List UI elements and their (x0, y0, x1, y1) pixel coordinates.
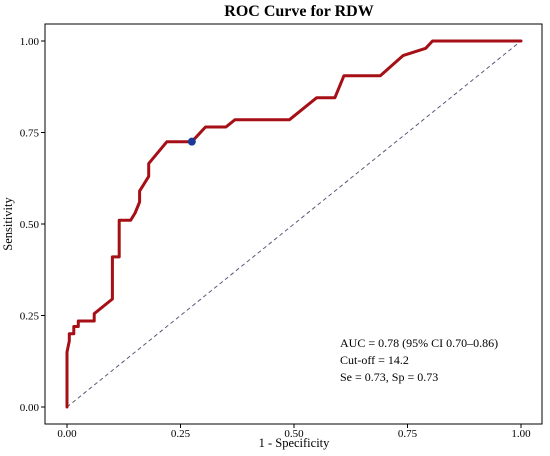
annotation-line: AUC = 0.78 (95% CI 0.70–0.86) (340, 336, 498, 350)
y-tick-label: 0.50 (20, 219, 40, 231)
cutoff-point (187, 137, 196, 146)
x-tick-label: 0.25 (171, 428, 191, 440)
roc-curve-line (65, 39, 523, 409)
y-tick-label: 0.75 (20, 128, 40, 140)
annotations: AUC = 0.78 (95% CI 0.70–0.86) Cut-off = 1… (340, 336, 498, 384)
annotation-line: Cut-off = 14.2 (340, 353, 409, 367)
diagonal-reference-line (66, 40, 522, 408)
axis-ticks: 0.00 0.25 0.50 0.75 1.00 0.00 0.25 0.50 0.75 1.00 (20, 36, 531, 440)
x-tick-label: 1.00 (511, 428, 531, 440)
y-tick-label: 0.25 (20, 311, 40, 323)
y-tick-label: 1.00 (20, 36, 40, 48)
chart-title: ROC Curve for RDW (224, 3, 373, 20)
x-tick-label: 0.50 (284, 428, 304, 440)
plot-series (65, 39, 523, 409)
y-axis-label: Sensitivity (1, 197, 15, 251)
x-tick-label: 0.75 (398, 428, 418, 440)
y-tick-label: 0.00 (20, 402, 40, 414)
x-tick-label: 0.00 (57, 428, 77, 440)
annotation-line: Se = 0.73, Sp = 0.73 (340, 370, 438, 384)
x-axis-label: 1 - Specificity (259, 436, 331, 450)
